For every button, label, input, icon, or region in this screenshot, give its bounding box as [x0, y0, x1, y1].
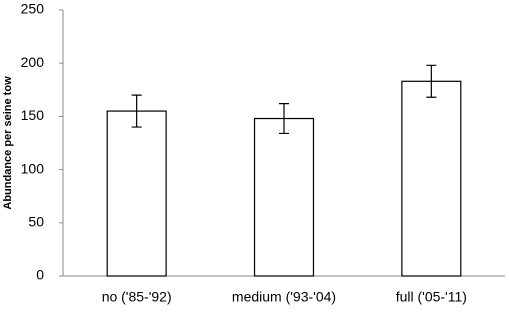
error-bar — [279, 103, 289, 135]
y-tick-label: 200 — [21, 54, 45, 70]
y-tick-label: 250 — [21, 1, 45, 17]
x-tick-label: no ('85-'92) — [102, 289, 172, 305]
x-tick-label: full ('05-'11) — [396, 289, 467, 305]
bar — [106, 110, 167, 277]
bar — [253, 117, 315, 277]
y-axis-label: Abundance per seine tow — [2, 76, 14, 210]
bar — [401, 80, 462, 277]
y-tick-label: 100 — [21, 160, 45, 176]
error-bar — [426, 64, 437, 98]
y-tick-label: 150 — [21, 107, 45, 123]
x-tick-label: medium ('93-'04) — [232, 289, 336, 305]
error-bar — [131, 94, 142, 128]
y-tick-label: 0 — [36, 267, 44, 283]
y-tick-label: 50 — [28, 214, 44, 230]
